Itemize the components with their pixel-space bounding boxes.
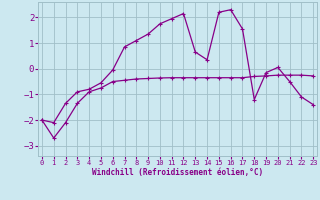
X-axis label: Windchill (Refroidissement éolien,°C): Windchill (Refroidissement éolien,°C) xyxy=(92,168,263,177)
